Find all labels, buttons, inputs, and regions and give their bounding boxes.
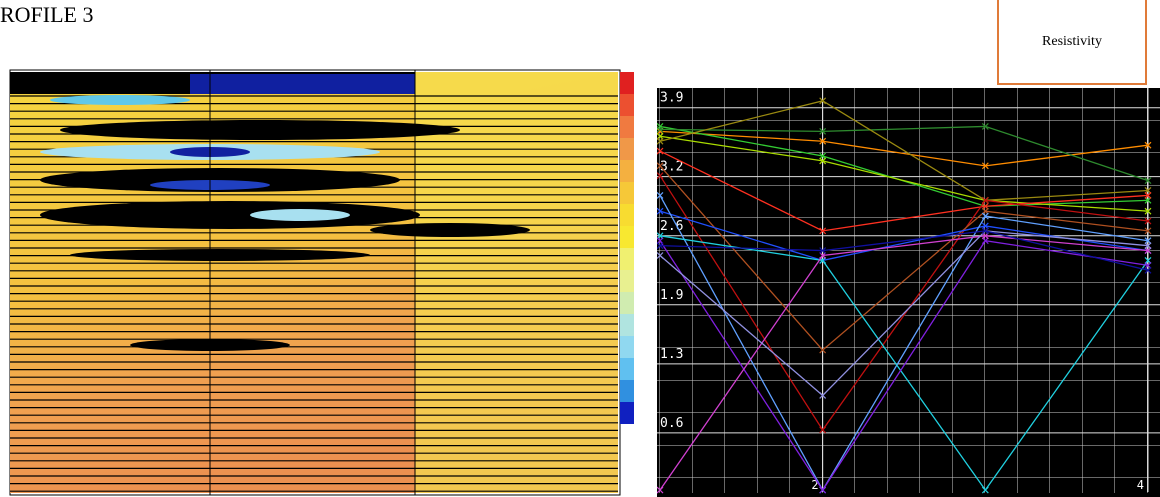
point-marker (819, 137, 827, 145)
label-text: Resistivity (1042, 33, 1102, 49)
blue-blobs (40, 74, 415, 221)
y-tick-label: 0.6 (660, 416, 683, 431)
point-marker (657, 147, 664, 155)
colorbar (620, 72, 634, 424)
point-marker (819, 227, 827, 235)
point-marker (1144, 227, 1152, 235)
point-marker (657, 162, 664, 170)
series-line (659, 135, 1149, 212)
point-marker (819, 392, 827, 399)
point-marker (657, 191, 664, 199)
point-marker (981, 207, 989, 215)
point-marker (1144, 207, 1152, 215)
point-marker (657, 123, 664, 130)
point-marker (1144, 217, 1152, 225)
point-marker (1144, 187, 1152, 194)
label-box: Resistivity (997, 0, 1147, 85)
point-marker (981, 486, 989, 494)
point-marker (657, 242, 664, 250)
point-marker (1144, 191, 1152, 199)
point-marker (819, 252, 827, 259)
point-marker (657, 232, 664, 240)
point-marker (981, 222, 989, 230)
point-marker (819, 157, 827, 165)
x-tick-label: 4 (1137, 478, 1144, 492)
point-marker (1144, 266, 1152, 274)
series-line (659, 195, 1149, 492)
contour-image (9, 69, 634, 496)
point-marker (819, 486, 827, 494)
point-marker (981, 212, 989, 220)
point-marker (1144, 196, 1152, 204)
point-marker (1144, 261, 1152, 269)
point-marker (819, 152, 827, 160)
point-marker (657, 237, 664, 245)
grid-pattern (657, 88, 1160, 493)
point-marker (819, 346, 827, 354)
point-marker (657, 207, 664, 215)
series-line (659, 230, 1149, 271)
point-marker (657, 486, 664, 494)
y-tick-label: 3.2 (660, 160, 683, 175)
x-tick-label: 2 (811, 478, 818, 492)
chart: 0.6 1.3 1.9 2.6 3.2 3.9 2 4 (657, 88, 1160, 497)
series-line (659, 165, 1149, 352)
y-tick-label: 3.9 (660, 91, 683, 106)
series-line (659, 175, 1149, 432)
series-line (659, 230, 1149, 397)
point-marker (1144, 257, 1152, 264)
series-line (659, 235, 1149, 491)
point-marker (657, 252, 664, 259)
point-marker (981, 123, 989, 130)
point-marker (819, 426, 827, 434)
point-marker (819, 247, 827, 255)
y-tick-label: 1.9 (660, 288, 683, 303)
series-line (659, 150, 1149, 232)
y-tick-label: 2.6 (660, 219, 683, 234)
point-marker (981, 227, 989, 235)
point-marker (657, 137, 664, 145)
y-tick-label: 1.3 (660, 347, 683, 362)
point-marker (1144, 177, 1152, 185)
point-marker (657, 172, 664, 180)
series-line (659, 130, 1149, 167)
point-marker (1144, 237, 1152, 245)
point-marker (981, 162, 989, 170)
point-marker (657, 132, 664, 140)
point-marker (819, 97, 827, 105)
dark-blobs (10, 72, 530, 351)
series-line (659, 240, 1149, 492)
point-marker (981, 237, 989, 245)
page-title: ROFILE 3 (0, 2, 94, 27)
point-marker (819, 127, 827, 135)
point-marker (981, 196, 989, 204)
series-line (659, 100, 1149, 201)
point-marker (1144, 242, 1152, 250)
point-marker (1144, 141, 1152, 149)
point-marker (657, 125, 664, 133)
point-marker (1144, 247, 1152, 255)
series-line (659, 125, 1149, 182)
